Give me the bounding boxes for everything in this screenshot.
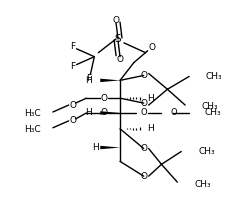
Text: O: O: [117, 55, 123, 64]
Text: O: O: [140, 172, 147, 181]
Text: H: H: [92, 143, 99, 152]
Text: O: O: [101, 109, 108, 117]
Text: F: F: [70, 42, 75, 51]
Text: O: O: [140, 71, 147, 80]
Text: O: O: [148, 43, 155, 52]
Text: H₃C: H₃C: [24, 109, 41, 119]
Text: O: O: [140, 99, 147, 108]
Text: CH₃: CH₃: [194, 180, 211, 188]
Text: O: O: [69, 116, 76, 125]
Text: O: O: [101, 94, 108, 103]
Text: CH₃: CH₃: [198, 147, 215, 156]
Text: F: F: [70, 62, 75, 71]
Text: H: H: [86, 109, 92, 117]
Text: O: O: [140, 109, 147, 117]
Text: O: O: [113, 16, 120, 25]
Polygon shape: [100, 111, 120, 115]
Text: H₃C: H₃C: [24, 125, 41, 134]
Text: H: H: [147, 124, 153, 133]
Text: CH₃: CH₃: [202, 101, 219, 111]
Text: F: F: [86, 74, 91, 83]
Text: O: O: [170, 109, 177, 117]
Text: CH₃: CH₃: [205, 109, 222, 117]
Text: O: O: [69, 101, 76, 110]
Text: O: O: [140, 144, 147, 153]
Text: H: H: [86, 76, 92, 85]
Polygon shape: [100, 146, 120, 149]
Text: H: H: [147, 94, 153, 103]
Text: CH₃: CH₃: [206, 72, 223, 81]
Polygon shape: [100, 79, 120, 82]
Text: S: S: [115, 34, 121, 44]
